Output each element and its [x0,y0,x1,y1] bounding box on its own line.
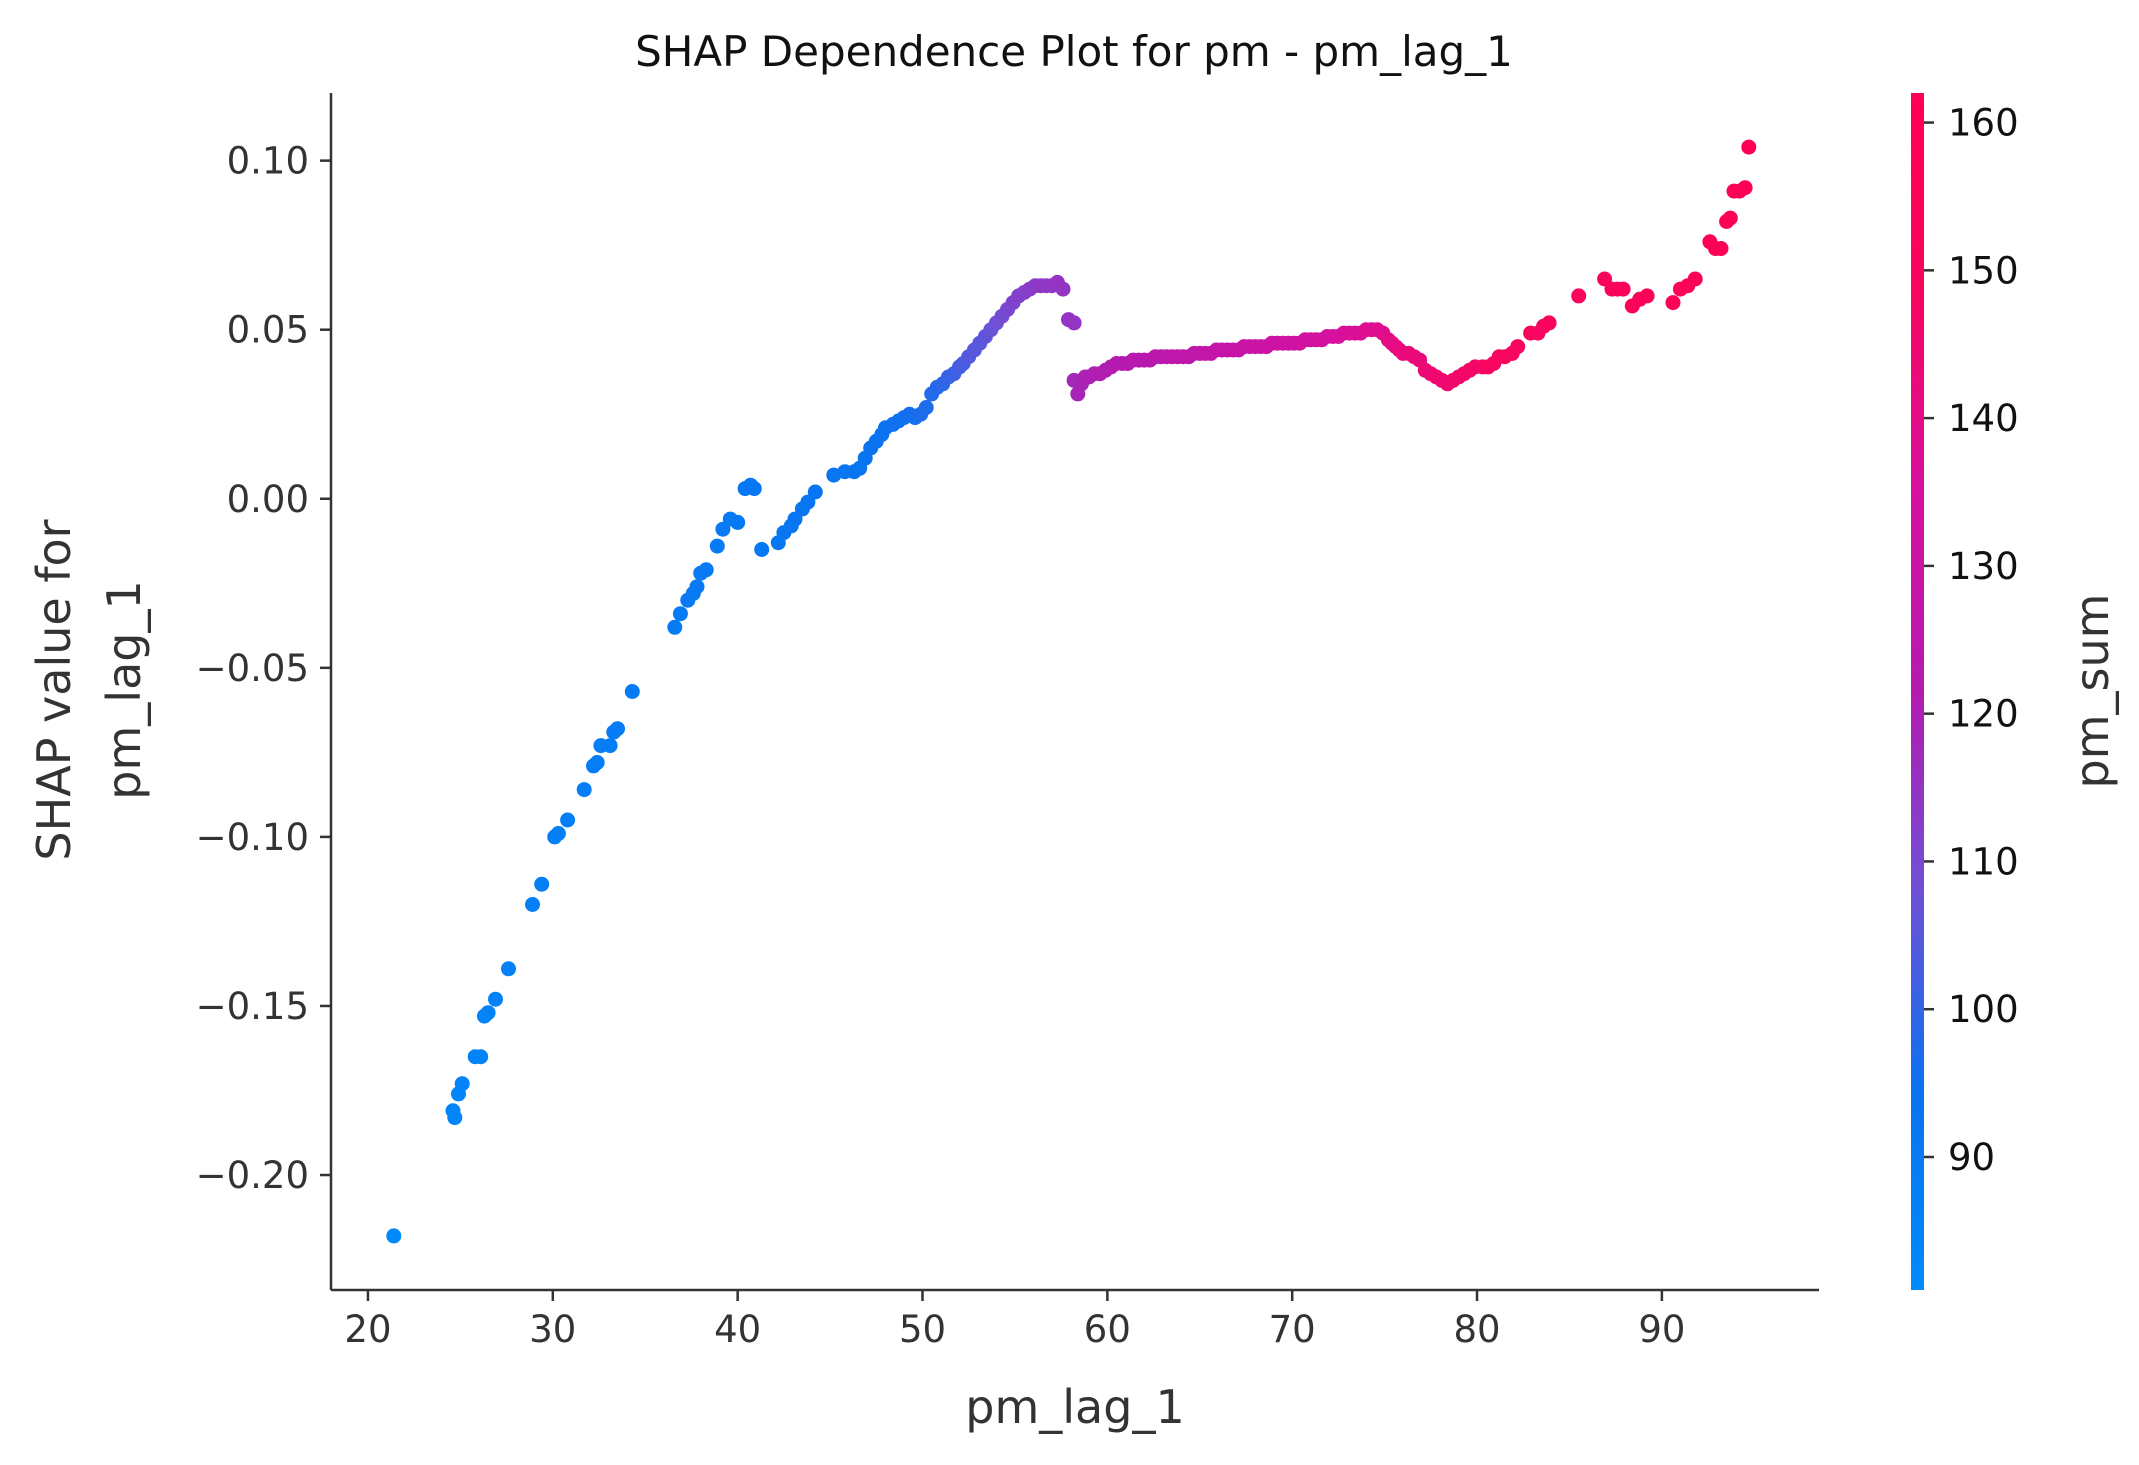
y-axis-ticks: 0.10 0.05 0.00 −0.05 −0.10 −0.15 −0.20 [196,140,331,1197]
scatter-point [602,738,618,754]
x-tick-label: 30 [529,1308,576,1351]
scatter-point [454,1076,470,1092]
scatter-point [1741,139,1757,155]
scatter-point [746,481,762,497]
scatter-point [730,514,746,530]
x-tick-label: 80 [1453,1308,1500,1351]
scatter-point [589,755,605,770]
scatter-point [1737,180,1753,196]
y-tick-label: −0.15 [196,985,309,1028]
scatter-point [1510,339,1526,355]
colorbar-tick-label: 130 [1948,545,2019,588]
y-tick-label: −0.20 [196,1154,309,1197]
scatter-point [918,400,934,415]
colorbar [1911,93,1924,1290]
y-tick-label: 0.05 [227,309,309,352]
scatter-point [550,826,566,841]
scatter-point [754,542,770,557]
y-tick-label: −0.10 [196,816,309,859]
colorbar-tick-label: 120 [1948,693,2019,736]
x-tick-label: 60 [1084,1308,1131,1351]
scatter-point [1541,315,1557,331]
x-tick-label: 40 [714,1308,761,1351]
x-axis-ticks: 20 30 40 50 60 70 80 90 [344,1290,1685,1351]
x-tick-label: 70 [1269,1308,1316,1351]
scatter-point [1687,271,1703,287]
scatter-point [501,961,516,977]
colorbar-tick-label: 150 [1948,249,2019,292]
colorbar-tick-label: 160 [1948,102,2019,145]
scatter-point [480,1005,496,1021]
scatter-point [610,721,625,737]
scatter-point [525,897,540,912]
scatter-point [1639,288,1655,304]
scatter-point [624,684,640,699]
scatter-point [560,812,576,828]
scatter-point [488,991,503,1007]
scatter-point [689,579,705,595]
scatter-point [1665,295,1681,311]
scatter-point [447,1110,463,1126]
x-tick-label: 50 [899,1308,946,1351]
chart-title: SHAP Dependence Plot for pm - pm_lag_1 [635,27,1513,76]
colorbar-tick-label: 90 [1948,1136,1995,1179]
scatter-point [1713,241,1729,256]
scatter-point [473,1049,489,1065]
y-tick-label: 0.00 [227,478,309,521]
colorbar-tick-label: 100 [1948,988,2019,1031]
colorbar-tick-label: 110 [1948,840,2019,883]
scatter-point [576,782,592,798]
scatter-points [386,139,1757,1244]
y-axis-label-line-1: SHAP value for [27,519,81,860]
scatter-point [672,606,688,622]
colorbar-label: pm_sum [2065,594,2119,789]
scatter-point [698,562,714,578]
y-tick-label: −0.05 [196,647,309,690]
scatter-point [1055,281,1071,297]
x-tick-label: 20 [344,1308,391,1351]
scatter-point [534,876,550,892]
x-axis-label: pm_lag_1 [965,1380,1184,1434]
scatter-point [386,1228,402,1244]
scatter-point [667,619,683,635]
scatter-point [1722,210,1738,226]
scatter-point [1571,288,1587,304]
scatter-point [807,484,823,500]
scatter-point [1066,315,1082,331]
y-tick-label: 0.10 [227,140,309,183]
colorbar-ticks: 90 100 110 120 130 140 150 160 [1924,102,2019,1179]
y-axis-label-line-2: pm_lag_1 [97,580,151,799]
x-tick-label: 90 [1638,1308,1685,1351]
scatter-point [1615,281,1631,297]
scatter-point [709,538,725,554]
colorbar-tick-label: 140 [1948,397,2019,440]
